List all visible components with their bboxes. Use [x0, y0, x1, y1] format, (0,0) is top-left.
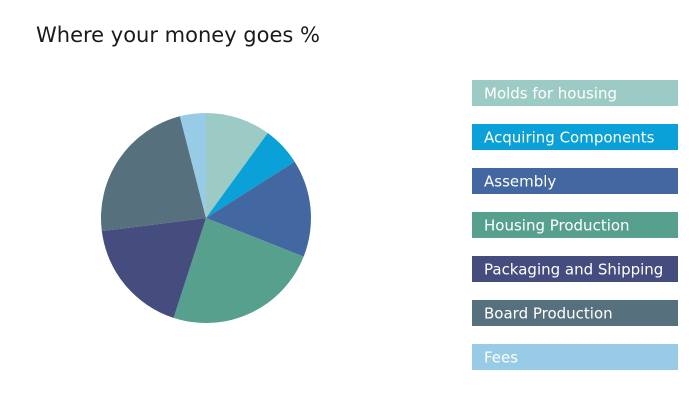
legend-swatch	[472, 300, 678, 326]
legend-swatch	[472, 80, 678, 106]
legend-swatch	[472, 256, 678, 282]
pie-slice	[179, 113, 206, 218]
legend-swatch	[472, 212, 678, 238]
legend-label: Housing Production	[484, 217, 630, 235]
legend-swatch	[472, 344, 678, 370]
legend-swatch	[472, 124, 678, 150]
pie-slice	[206, 161, 311, 257]
legend-label: Molds for housing	[484, 85, 617, 103]
pie-slice	[101, 218, 206, 318]
legend-swatch	[472, 168, 678, 194]
pie-slice	[173, 218, 304, 324]
legend-label: Fees	[484, 349, 518, 367]
chart-title: Where your money goes %	[36, 23, 320, 47]
legend-label: Acquiring Components	[484, 129, 655, 147]
legend-label: Board Production	[484, 305, 613, 323]
pie-slice	[206, 113, 268, 218]
pie-slice	[206, 133, 295, 218]
legend-label: Assembly	[484, 173, 556, 191]
legend-label: Packaging and Shipping	[484, 261, 663, 279]
pie-slice	[101, 116, 206, 232]
